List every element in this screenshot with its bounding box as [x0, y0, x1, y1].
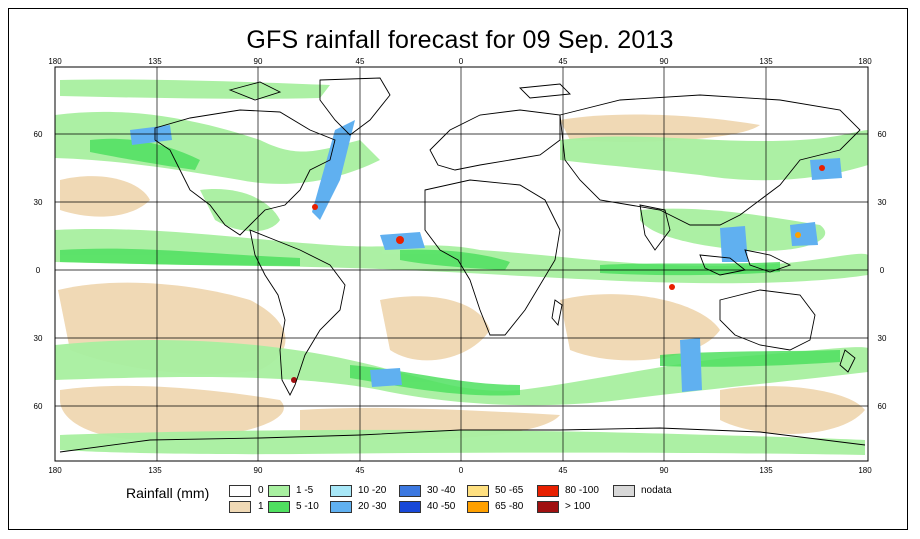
lon-label: 45: [559, 57, 568, 66]
lon-label: 180: [48, 57, 62, 66]
lon-label: 45: [356, 57, 365, 66]
lon-label: 180: [858, 466, 872, 475]
lat-labels-right: 60 30 0 30 60: [878, 130, 887, 411]
legend-swatch: [229, 485, 251, 497]
legend-swatch: [268, 485, 290, 497]
legend-swatch: [399, 485, 421, 497]
legend-swatch: [330, 485, 352, 497]
lon-label: 90: [660, 57, 669, 66]
legend-label: 0: [258, 485, 264, 496]
legend-label: 65 -80: [495, 501, 524, 512]
map-border: [54, 66, 869, 462]
lat-label: 60: [34, 402, 43, 411]
graticule: [55, 67, 868, 461]
lon-label: 90: [254, 57, 263, 66]
legend-swatch: [537, 501, 559, 513]
legend-label: 5 -10: [296, 501, 319, 512]
rain-extreme-cells: [291, 165, 825, 383]
lon-labels-top: 180 135 90 45 0 45 90 135 180: [48, 57, 872, 66]
legend-title: Rainfall (mm): [126, 485, 210, 501]
legend-label: 80 -100: [565, 485, 599, 496]
lon-label: 45: [559, 466, 568, 475]
legend-label: 40 -50: [427, 501, 456, 512]
lon-labels-bottom: 180 135 90 45 0 45 90 135 180: [48, 466, 872, 475]
lon-label: 135: [759, 466, 773, 475]
lon-label: 180: [48, 466, 62, 475]
lat-label: 30: [34, 334, 43, 343]
lon-label: 45: [356, 466, 365, 475]
legend-label: nodata: [641, 485, 672, 496]
legend-label: 1: [258, 501, 264, 512]
lat-labels-left: 60 30 0 30 60: [34, 130, 43, 411]
lat-label: 0: [36, 266, 41, 275]
legend-label: 30 -40: [427, 485, 456, 496]
lon-label: 135: [148, 57, 162, 66]
lat-label: 60: [34, 130, 43, 139]
legend-swatch: [613, 485, 635, 497]
lat-label: 60: [878, 402, 887, 411]
legend-swatch: [467, 485, 489, 497]
legend-label: 1 -5: [296, 485, 314, 496]
lat-label: 30: [878, 198, 887, 207]
lat-label: 30: [34, 198, 43, 207]
lon-label: 90: [254, 466, 263, 475]
lat-label: 0: [880, 266, 885, 275]
lon-label: 135: [148, 466, 162, 475]
map-title: GFS rainfall forecast for 09 Sep. 2013: [246, 26, 674, 54]
legend-label: > 100: [565, 501, 591, 512]
legend-label: 20 -30: [358, 501, 387, 512]
legend-swatch: [268, 501, 290, 513]
lon-label: 0: [459, 57, 464, 66]
legend-swatch: [229, 501, 251, 513]
lat-label: 60: [878, 130, 887, 139]
lon-label: 90: [660, 466, 669, 475]
rain-blue-cells: [130, 120, 842, 392]
lon-label: 180: [858, 57, 872, 66]
legend-label: 10 -20: [358, 485, 387, 496]
lat-label: 30: [878, 334, 887, 343]
legend-swatch: [330, 501, 352, 513]
legend-swatch: [399, 501, 421, 513]
rain-1mm-patches: [58, 114, 865, 440]
legend-swatch: [467, 501, 489, 513]
lon-label: 135: [759, 57, 773, 66]
coastlines: [59, 77, 866, 453]
legend-label: 50 -65: [495, 485, 524, 496]
lon-label: 0: [459, 466, 464, 475]
legend-swatch: [537, 485, 559, 497]
